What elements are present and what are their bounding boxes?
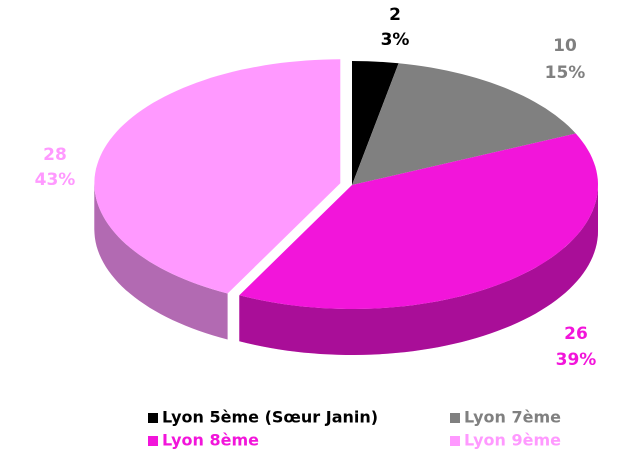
slice xyxy=(239,133,599,309)
legend-swatch xyxy=(148,436,158,446)
slice-side xyxy=(94,183,228,340)
percent-label: 15% xyxy=(545,63,586,83)
data-label: 10 xyxy=(553,36,577,56)
legend-swatch xyxy=(450,413,460,423)
legend-label: Lyon 7ème xyxy=(464,408,561,427)
slice xyxy=(352,63,576,186)
legend-swatch xyxy=(450,436,460,446)
percent-label: 3% xyxy=(381,30,410,50)
data-label: 2 xyxy=(389,5,401,25)
pie-sides xyxy=(94,183,599,355)
slice-side-shade xyxy=(239,185,599,355)
percent-label: 43% xyxy=(35,170,76,190)
slice xyxy=(94,59,341,294)
legend-label: Lyon 5ème (Sœur Janin) xyxy=(162,408,378,427)
data-label: 26 xyxy=(564,324,588,344)
slice xyxy=(352,61,399,185)
slice-side xyxy=(239,185,599,355)
slice-side-shade xyxy=(94,183,228,340)
data-label: 28 xyxy=(43,145,67,165)
pie-tops xyxy=(94,59,599,309)
legend-swatch xyxy=(148,413,158,423)
percent-label: 39% xyxy=(556,350,597,370)
legend-label: Lyon 8ème xyxy=(162,431,259,450)
legend-label: Lyon 9ème xyxy=(464,431,561,450)
